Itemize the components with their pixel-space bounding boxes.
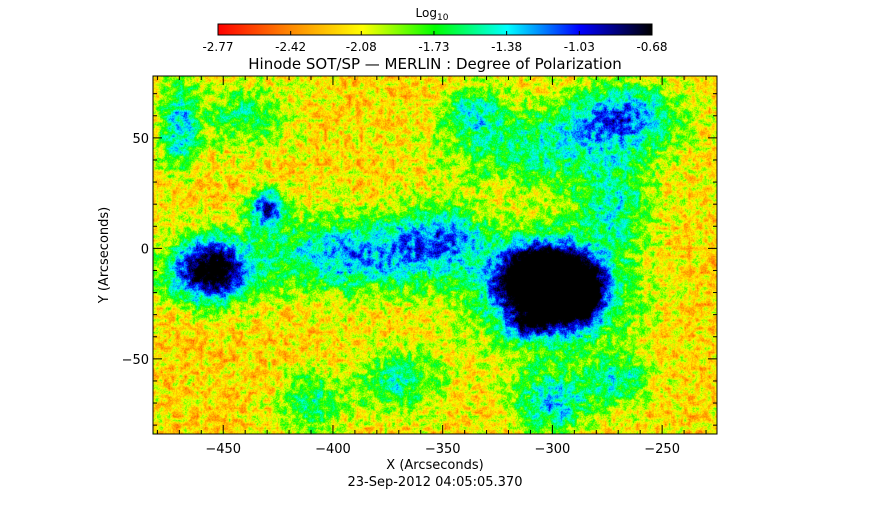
colorbar-label-sub: 10: [437, 13, 449, 23]
x-tick-label: −300: [535, 442, 571, 457]
colorbar-tick-label: -1.03: [564, 40, 595, 54]
colorbar-tick-label: -1.38: [491, 40, 522, 54]
colorbar-label: Log10: [416, 6, 449, 23]
plot-area: −450 −400 −350 −300 −250 −50 0 50: [122, 75, 718, 457]
y-axis-title: Y (Arcseconds): [97, 207, 112, 304]
colorbar-ticks: -2.77 -2.42 -2.08 -1.73 -1.38 -1.03 -0.68: [202, 31, 668, 54]
colorbar-tick-label: -0.68: [636, 40, 667, 54]
x-tick-label: −400: [315, 442, 351, 457]
colorbar: Log10 -2.77 -2.42 -2.08 -1.73 -1.38 -1.03 -0.6…: [202, 6, 667, 54]
x-tick-label: −250: [644, 442, 680, 457]
colorbar-tick-label: -1.73: [418, 40, 449, 54]
colorbar-label-main: Log: [416, 6, 437, 20]
y-tick-label: 50: [132, 132, 149, 147]
x-axis-title: X (Arcseconds): [386, 458, 483, 473]
x-tick-label: −350: [425, 442, 461, 457]
observation-date: 23-Sep-2012 04:05:05.370: [348, 475, 523, 490]
x-tick-label: −450: [205, 442, 241, 457]
y-axis-ticks: −50 0 50: [122, 93, 717, 426]
y-tick-label: 0: [141, 242, 149, 257]
colorbar-bar: [217, 23, 653, 36]
y-tick-label: −50: [122, 353, 149, 368]
chart-title: Hinode SOT/SP — MERLIN : Degree of Polar…: [248, 55, 622, 73]
plot-frame: [152, 75, 718, 435]
x-axis-ticks: −450 −400 −350 −300 −250: [156, 76, 707, 457]
heatmap-image: [153, 76, 717, 434]
colorbar-tick-label: -2.77: [202, 40, 233, 54]
colorbar-tick-label: -2.08: [346, 40, 377, 54]
heatmap-container: [153, 76, 717, 434]
colorbar-tick-label: -2.42: [275, 40, 306, 54]
